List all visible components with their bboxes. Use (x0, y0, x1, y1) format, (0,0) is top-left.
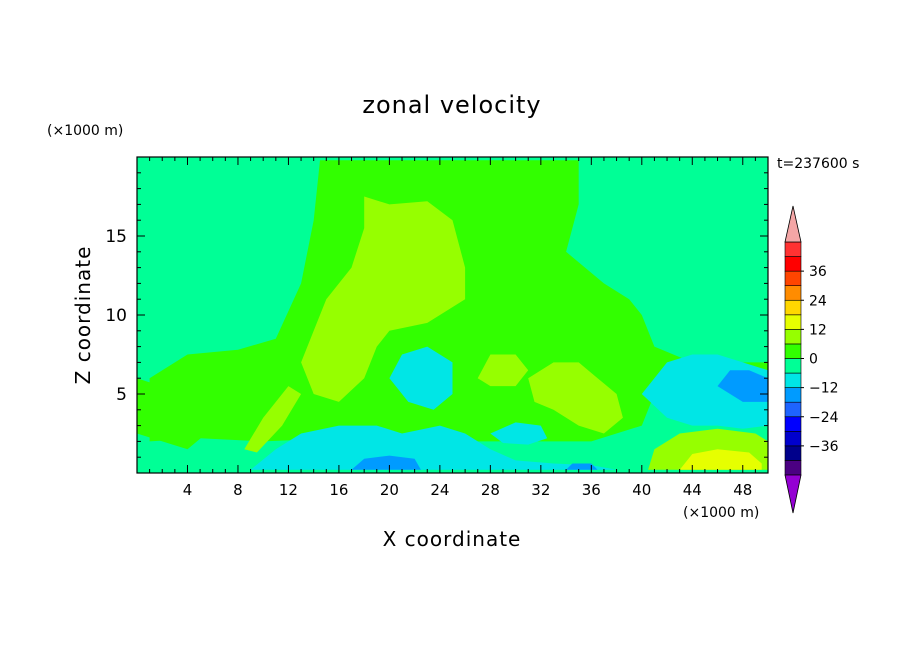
colorbar-swatch (784, 416, 802, 432)
x-axis-ticks: 4 8 12 16 20 24 28 32 36 40 44 48 (149, 157, 756, 499)
contour-region-1 (137, 378, 238, 450)
colorbar-swatch (784, 343, 802, 359)
x-tick-label: 24 (430, 481, 449, 499)
colorbar-swatch (784, 285, 802, 301)
colorbar-swatch (784, 387, 802, 403)
contour-regions (137, 160, 768, 470)
x-tick-label: 40 (632, 481, 651, 499)
y-tick-label: 5 (116, 385, 127, 405)
colorbar-swatch (784, 314, 802, 330)
colorbar-swatch (784, 401, 802, 418)
colorbar-label: 12 (809, 322, 827, 338)
x-tick-label: 8 (233, 481, 243, 499)
plot-area (137, 157, 768, 473)
x-tick-label: 28 (481, 481, 500, 499)
colorbar-label: 0 (809, 352, 818, 368)
colorbar-label: 24 (809, 293, 827, 309)
x-tick-label: 4 (183, 481, 193, 499)
x-tick-label: 36 (582, 481, 601, 499)
x-tick-label: 48 (733, 481, 752, 499)
colorbar-swatch (784, 329, 802, 345)
contour-region-2 (301, 196, 466, 402)
contour-region-5 (477, 354, 529, 387)
contour-region-12 (717, 370, 768, 402)
x-unit-label: (×1000 m) (683, 505, 759, 521)
contour-region-8 (250, 425, 617, 470)
contour-region-14 (566, 463, 598, 470)
colorbar-label: −36 (809, 439, 839, 455)
colorbar-swatch (784, 256, 802, 272)
colorbar-swatch (784, 270, 802, 286)
colorbar-label: 36 (809, 264, 827, 280)
time-label: t=237600 s (777, 156, 859, 172)
colorbar-over-triangle (784, 205, 802, 243)
colorbar-swatch (784, 372, 802, 388)
x-tick-label: 32 (531, 481, 550, 499)
colorbar-swatch (784, 460, 802, 476)
y-axis-label: Z coordinate (71, 246, 95, 385)
contour-region-4 (528, 362, 623, 434)
contour-region-11 (490, 422, 548, 445)
x-axis-label: X coordinate (383, 527, 522, 551)
colorbar-under-triangle (784, 474, 802, 514)
colorbar-swatch (784, 241, 802, 257)
contour-region-9 (389, 346, 453, 410)
colorbar-swatch (784, 299, 802, 316)
colorbar-label: −24 (809, 410, 839, 426)
y-tick-label: 15 (105, 227, 127, 247)
x-tick-label: 16 (329, 481, 348, 499)
chart-title: zonal velocity (362, 91, 541, 119)
y-tick-label: 10 (105, 306, 127, 326)
y-axis-ticks: 5 10 15 (105, 172, 768, 458)
contour-region-3 (244, 386, 302, 453)
y-unit-label: (×1000 m) (47, 123, 123, 139)
colorbar-swatch (784, 445, 802, 461)
x-tick-label: 44 (683, 481, 702, 499)
colorbar-label: −12 (809, 381, 839, 397)
colorbar-swatch (784, 431, 802, 447)
contour-region-7 (679, 449, 762, 470)
contour-region-13 (351, 455, 421, 470)
x-tick-label: 20 (380, 481, 399, 499)
x-tick-label: 12 (279, 481, 298, 499)
colorbar: 36 24 12 0 −12 −24 −36 (784, 205, 839, 514)
colorbar-swatch (784, 358, 802, 374)
